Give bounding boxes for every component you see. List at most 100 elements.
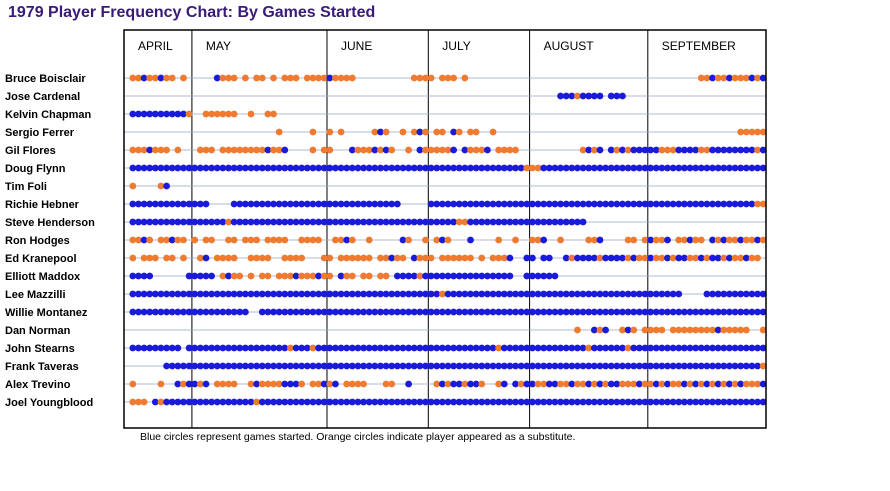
- game-started-dot: [343, 362, 351, 370]
- substitute-dot: [185, 110, 193, 118]
- substitute-dot: [433, 146, 441, 154]
- game-started-dot: [388, 344, 396, 352]
- game-started-dot: [185, 398, 193, 406]
- game-started-dot: [472, 218, 480, 226]
- substitute-dot: [309, 74, 317, 82]
- substitute-dot: [196, 254, 204, 262]
- game-started-dot: [202, 308, 210, 316]
- game-started-dot: [658, 362, 666, 370]
- game-started-dot: [303, 200, 311, 208]
- substitute-dot: [714, 74, 722, 82]
- substitute-dot: [489, 254, 497, 262]
- game-started-dot: [360, 200, 367, 208]
- substitute-dot: [759, 128, 767, 136]
- game-started-dot: [275, 164, 283, 172]
- game-started-dot: [664, 398, 671, 406]
- game-started-dot: [562, 344, 570, 352]
- game-started-dot: [247, 218, 255, 226]
- substitute-dot: [540, 380, 548, 388]
- game-started-dot: [151, 110, 159, 118]
- game-started-dot: [405, 308, 413, 316]
- game-started-dot: [742, 164, 750, 172]
- plot-frame: [123, 29, 767, 429]
- game-started-dot: [450, 200, 458, 208]
- game-started-dot: [343, 308, 351, 316]
- game-started-dot: [512, 380, 519, 388]
- game-started-dot: [590, 308, 598, 316]
- substitute-dot: [624, 254, 632, 262]
- substitute-dot: [241, 236, 249, 244]
- game-started-dot: [410, 344, 418, 352]
- game-started-dot: [748, 344, 756, 352]
- game-started-dot: [562, 92, 570, 100]
- game-started-dot: [568, 362, 576, 370]
- substitute-dot: [658, 326, 666, 334]
- game-started-dot: [174, 308, 182, 316]
- game-started-dot: [332, 308, 339, 316]
- player-label-gil-flores: Gil Flores: [5, 145, 56, 157]
- game-started-dot: [258, 362, 266, 370]
- substitute-dot: [590, 146, 598, 154]
- game-started-dot: [332, 362, 339, 370]
- game-started-dot: [360, 164, 367, 172]
- substitute-dot: [180, 380, 187, 388]
- game-started-dot: [258, 308, 266, 316]
- game-started-dot: [230, 218, 238, 226]
- game-started-dot: [258, 344, 266, 352]
- game-started-dot: [675, 164, 683, 172]
- substitute-dot: [157, 398, 165, 406]
- game-started-dot: [135, 200, 142, 208]
- substitute-dot: [669, 146, 677, 154]
- substitute-dot: [675, 380, 683, 388]
- game-started-dot: [146, 290, 154, 298]
- game-started-dot: [202, 398, 210, 406]
- game-started-dot: [590, 362, 598, 370]
- game-started-dot: [675, 290, 683, 298]
- substitute-dot: [438, 146, 446, 154]
- game-started-dot: [332, 164, 339, 172]
- game-started-dot: [365, 218, 373, 226]
- game-started-dot: [410, 218, 418, 226]
- game-started-dot: [315, 344, 322, 352]
- game-started-dot: [641, 362, 649, 370]
- game-started-dot: [332, 380, 339, 388]
- game-started-dot: [455, 308, 463, 316]
- game-started-dot: [585, 398, 593, 406]
- month-label-june: JUNE: [341, 39, 372, 53]
- game-started-dot: [568, 218, 576, 226]
- player-label-sergio-ferrer: Sergio Ferrer: [5, 127, 75, 139]
- game-started-dot: [675, 200, 683, 208]
- game-started-dot: [433, 272, 441, 280]
- game-started-dot: [129, 272, 137, 280]
- game-started-dot: [174, 398, 182, 406]
- game-started-dot: [151, 308, 159, 316]
- game-started-dot: [343, 344, 351, 352]
- game-started-dot: [140, 74, 148, 82]
- game-started-dot: [720, 290, 728, 298]
- substitute-dot: [658, 146, 666, 154]
- game-started-dot: [619, 164, 626, 172]
- substitute-dot: [388, 380, 396, 388]
- game-started-dot: [332, 344, 339, 352]
- game-started-dot: [692, 344, 700, 352]
- game-started-dot: [444, 290, 452, 298]
- game-started-dot: [354, 200, 362, 208]
- game-started-dot: [585, 200, 593, 208]
- game-started-dot: [281, 344, 289, 352]
- game-started-dot: [450, 308, 458, 316]
- game-started-dot: [652, 362, 660, 370]
- substitute-dot: [647, 326, 655, 334]
- substitute-dot: [129, 236, 137, 244]
- game-started-dot: [500, 308, 508, 316]
- game-started-dot: [371, 362, 379, 370]
- substitute-dot: [444, 236, 452, 244]
- game-started-dot: [219, 290, 227, 298]
- game-started-dot: [213, 308, 221, 316]
- game-started-dot: [298, 218, 306, 226]
- player-label-richie-hebner: Richie Hebner: [5, 199, 80, 211]
- game-started-dot: [585, 380, 593, 388]
- game-started-dot: [455, 164, 463, 172]
- game-started-dot: [709, 200, 716, 208]
- game-started-dot: [652, 200, 660, 208]
- substitute-dot: [697, 146, 705, 154]
